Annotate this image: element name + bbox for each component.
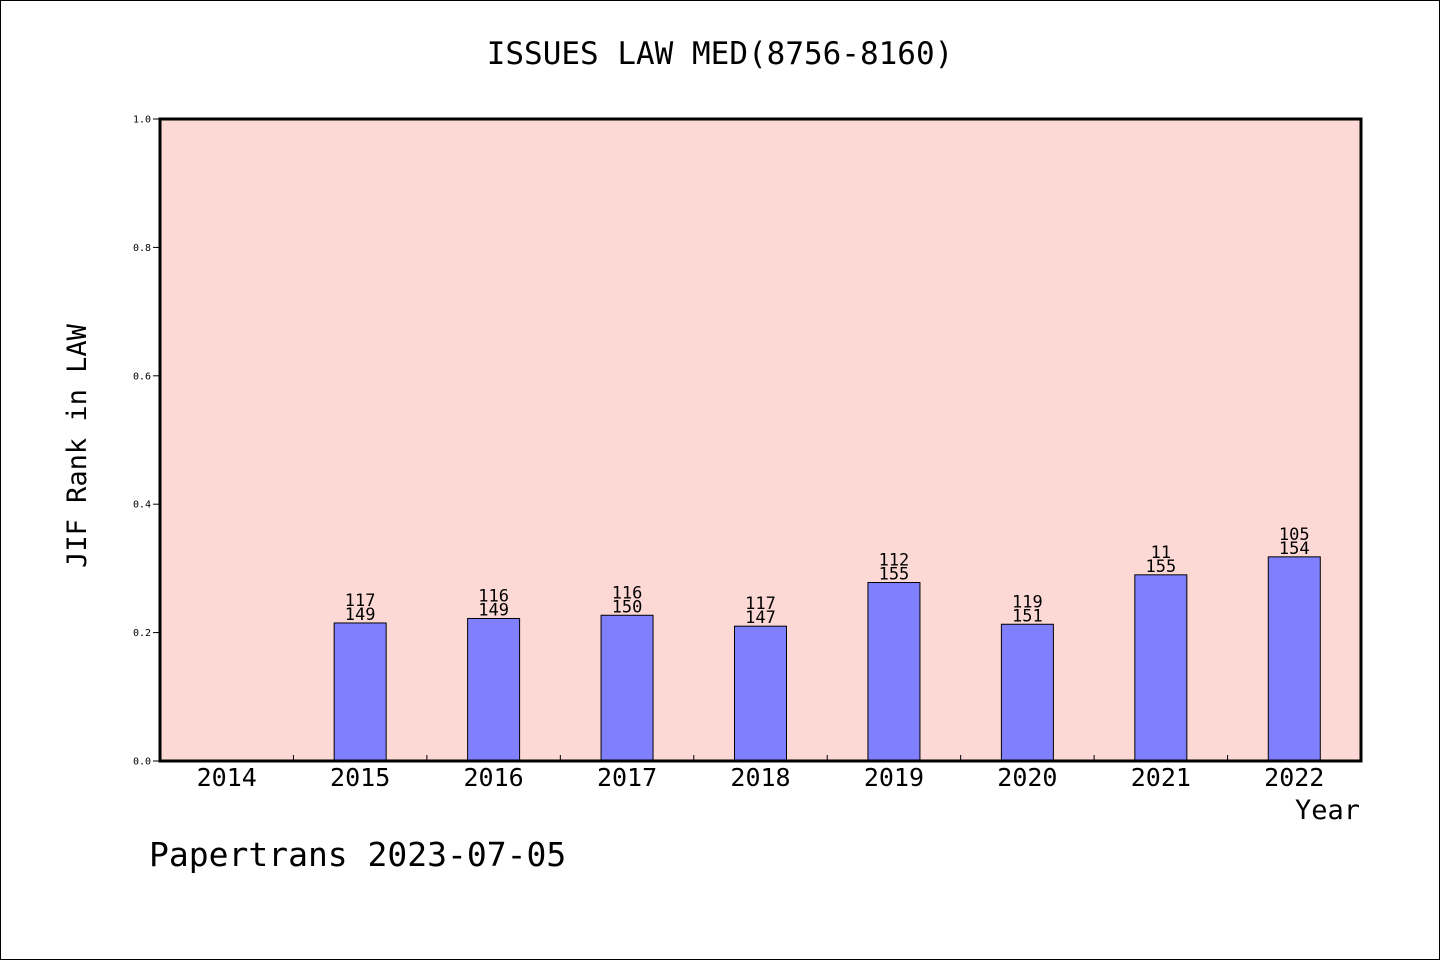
x-tick-label: 2021 [1131,763,1191,792]
bar-rank-label: 119 [1012,592,1043,612]
chart-title: ISSUES LAW MED(8756-8160) [486,36,954,72]
bar [600,614,654,762]
x-tick-label: 2018 [730,763,790,792]
bar-rank-label: 117 [345,591,376,611]
bar [1134,574,1188,762]
y-axis-label: JIF Rank in LAW [62,324,93,568]
x-axis-label: Year [1294,795,1360,826]
y-tick-label: 0.6 [133,371,151,382]
footer-note: Papertrans 2023-07-05 [149,835,567,874]
bar [734,625,787,762]
bar [1267,556,1321,762]
x-tick-label: 2019 [864,763,924,792]
bar [1000,623,1054,762]
y-tick-label: 0.8 [133,243,151,254]
y-tick-label: 0.0 [133,757,151,768]
bar-rank-label: 105 [1279,525,1310,545]
x-tick-label: 2017 [597,763,657,792]
bar-rank-label: 117 [745,594,776,614]
bar-total-label: 154 [1279,539,1310,559]
y-tick-label: 0.4 [133,500,151,511]
x-tick-label: 2014 [197,763,257,792]
bar-total-label: 150 [612,597,643,617]
bar-total-label: 149 [478,600,509,620]
bar-total-label: 151 [1012,606,1043,626]
bar-rank-label: 11 [1151,543,1171,563]
bar-total-label: 147 [745,608,776,628]
plot-frame [158,117,1363,763]
bar-total-label: 155 [879,565,910,585]
bar-total-label: 149 [345,605,376,625]
bar-total-label: 155 [1145,557,1176,577]
bar [467,617,521,762]
x-tick-label: 2015 [330,763,390,792]
x-tick-label: 2020 [997,763,1057,792]
bar-rank-label: 112 [879,551,910,571]
y-tick-label: 0.2 [133,628,151,639]
x-tick-label: 2016 [464,763,524,792]
bar [333,622,387,762]
bar-rank-label: 116 [478,586,509,606]
y-tick-label: 1.0 [133,115,151,126]
x-tick-label: 2022 [1264,763,1324,792]
bar-rank-label: 116 [612,583,643,603]
bar [867,582,921,762]
